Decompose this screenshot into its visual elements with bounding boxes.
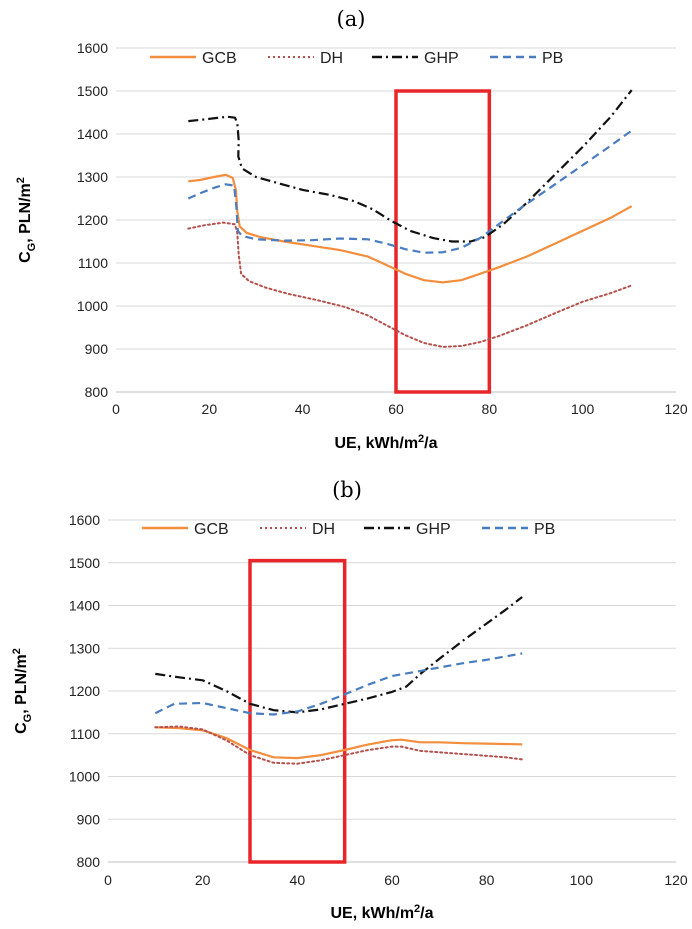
y-tick-label: 800: [85, 384, 109, 400]
y-tick-label: 1500: [69, 555, 100, 571]
x-tick-label: 80: [482, 401, 498, 417]
y-tick-label: 1300: [77, 169, 108, 185]
chart-panel-0: (a) 800 900 1000 1100 1200 1300 1400 1500 1600 0 20…: [15, 7, 688, 452]
y-tick-label: 1000: [69, 769, 100, 785]
x-tick-label: 0: [104, 872, 112, 888]
x-tick-label: 60: [384, 872, 400, 888]
y-tick-label: 1100: [78, 255, 108, 271]
panel-label: (a): [337, 7, 366, 31]
y-tick-label: 900: [85, 341, 109, 357]
y-tick-label: 1400: [77, 126, 108, 142]
y-tick-label: 1200: [69, 683, 100, 699]
series-line-dh: [187, 221, 633, 348]
x-axis-title: UE, kWh/m2/a: [330, 903, 433, 922]
x-tick-label: 120: [664, 872, 688, 888]
series-line-gcb: [188, 173, 633, 284]
legend-label-dh: DH: [312, 521, 335, 538]
legend-label-gcb: GCB: [194, 521, 229, 538]
x-tick-label: 100: [570, 872, 594, 888]
y-axis-title: CG, PLN/m2: [15, 177, 38, 263]
y-tick-label: 1400: [69, 598, 100, 614]
legend-label-pb: PB: [542, 50, 563, 67]
chart-panel-1: (b) 800 900 1000 1100 1200 1300 1400 1500 1600 0 20…: [11, 478, 688, 922]
x-tick-label: 40: [295, 401, 311, 417]
y-tick-label: 1000: [77, 298, 108, 314]
y-tick-label: 800: [77, 854, 101, 870]
y-tick-label: 1100: [70, 726, 100, 742]
y-tick-label: 1600: [69, 512, 100, 528]
y-axis-title: CG, PLN/m2: [11, 648, 34, 734]
x-tick-label: 80: [479, 872, 495, 888]
x-tick-label: 120: [664, 401, 688, 417]
legend-label-ghp: GHP: [424, 50, 459, 67]
legend-label-dh: DH: [320, 50, 343, 67]
y-tick-label: 900: [77, 811, 101, 827]
y-tick-label: 1500: [77, 83, 108, 99]
x-tick-label: 60: [388, 401, 404, 417]
legend-label-ghp: GHP: [416, 521, 451, 538]
y-tick-label: 1300: [69, 640, 100, 656]
highlight-box: [394, 89, 492, 394]
series-line-ghp: [188, 89, 633, 243]
x-tick-label: 0: [112, 401, 120, 417]
x-tick-label: 40: [290, 872, 306, 888]
highlight-box: [248, 558, 347, 864]
x-tick-label: 20: [202, 401, 218, 417]
panel-label: (b): [332, 478, 362, 502]
series-line-dh: [154, 725, 524, 765]
y-tick-label: 1600: [77, 40, 108, 56]
x-tick-label: 20: [195, 872, 211, 888]
x-tick-label: 100: [571, 401, 595, 417]
series-line-ghp: [155, 596, 523, 714]
y-tick-label: 1200: [77, 212, 108, 228]
series-line-pb: [154, 652, 523, 716]
series-line-gcb: [155, 726, 523, 760]
series-line-pb: [187, 129, 633, 254]
legend-label-gcb: GCB: [202, 50, 237, 67]
legend-label-pb: PB: [534, 521, 555, 538]
x-axis-title: UE, kWh/m2/a: [334, 433, 437, 452]
